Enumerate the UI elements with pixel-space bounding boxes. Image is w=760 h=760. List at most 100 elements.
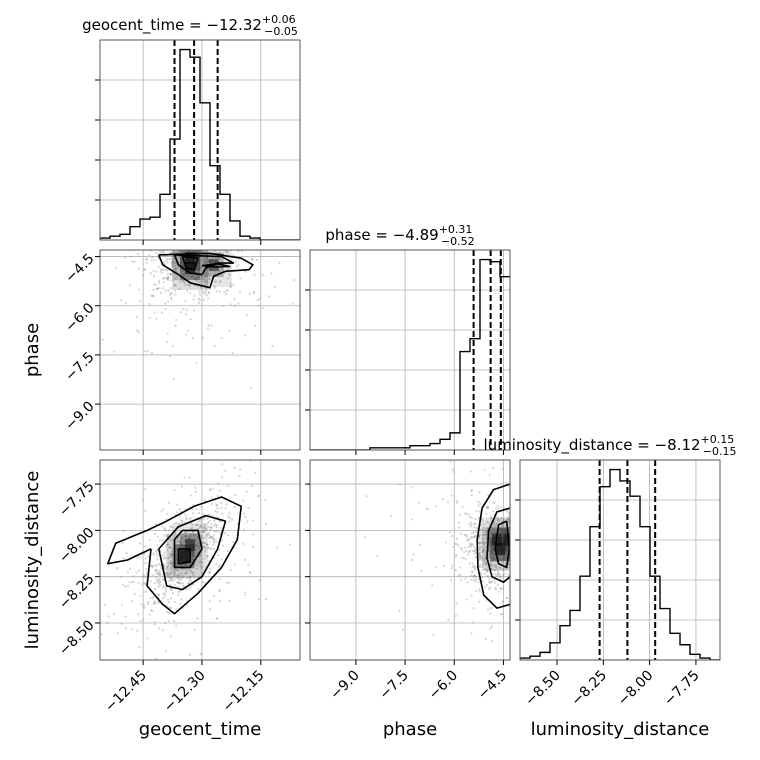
- sample-point: [496, 516, 499, 519]
- sample-point: [190, 571, 194, 574]
- sample-point: [178, 257, 181, 261]
- sample-point: [446, 501, 450, 504]
- sample-point: [106, 621, 109, 624]
- sample-point: [227, 267, 230, 270]
- sample-point: [224, 507, 227, 510]
- sample-point: [473, 574, 476, 577]
- sample-point: [227, 581, 230, 585]
- sample-point: [177, 251, 180, 254]
- sample-point: [217, 247, 219, 249]
- sample-point: [215, 540, 218, 543]
- sample-point: [175, 547, 178, 550]
- sample-point: [472, 575, 475, 579]
- sample-point: [467, 553, 470, 556]
- sample-point: [168, 354, 172, 358]
- sample-point: [187, 192, 189, 194]
- sample-point: [527, 541, 529, 543]
- sample-point: [122, 209, 124, 211]
- sample-point: [177, 581, 181, 584]
- sample-point: [160, 271, 163, 274]
- sample-point: [179, 261, 182, 264]
- sample-point: [180, 538, 183, 541]
- sample-point: [183, 545, 186, 548]
- sample-point: [148, 316, 151, 319]
- sample-point: [567, 525, 569, 527]
- sample-point: [192, 583, 195, 586]
- sample-point: [216, 235, 218, 237]
- sample-point: [208, 519, 211, 523]
- sample-point: [493, 536, 496, 539]
- sample-point: [194, 486, 197, 489]
- sample-point: [522, 560, 524, 562]
- sample-point: [122, 583, 125, 587]
- sample-point: [504, 551, 508, 555]
- sample-point: [209, 245, 211, 247]
- sample-point: [203, 554, 207, 557]
- sample-point: [196, 223, 198, 225]
- sample-point: [245, 490, 248, 493]
- sample-point: [426, 508, 429, 511]
- sample-point: [191, 523, 194, 526]
- sample-point: [184, 535, 187, 538]
- sample-point: [172, 260, 175, 263]
- sample-point: [466, 581, 469, 584]
- sample-point: [195, 245, 197, 247]
- sample-point: [174, 284, 177, 287]
- sample-point: [491, 547, 494, 550]
- y-tick-label-luminosity_distance: −7.75: [56, 478, 98, 520]
- sample-point: [210, 258, 213, 262]
- sample-point: [470, 523, 473, 526]
- sample-point: [183, 235, 185, 237]
- sample-point: [216, 244, 218, 246]
- sample-point: [514, 547, 516, 549]
- sample-point: [182, 274, 185, 277]
- sample-point: [167, 275, 170, 279]
- sample-point: [185, 577, 189, 580]
- sample-point: [248, 293, 251, 296]
- sample-point: [470, 516, 473, 520]
- contour-level-3: [181, 255, 199, 271]
- sample-point: [540, 570, 542, 572]
- sample-point: [471, 562, 474, 565]
- sample-point: [498, 575, 502, 578]
- sample-point: [204, 291, 207, 294]
- sample-point: [221, 304, 224, 308]
- sample-point: [168, 575, 171, 579]
- sample-point: [256, 495, 260, 498]
- sample-point: [173, 251, 176, 254]
- sample-point: [183, 280, 187, 283]
- sample-point: [162, 553, 166, 556]
- sample-point: [150, 233, 152, 235]
- sample-point: [273, 245, 275, 247]
- sample-point: [459, 574, 462, 577]
- sample-point: [512, 557, 514, 559]
- sample-point: [178, 575, 182, 578]
- sample-point: [175, 557, 178, 560]
- sample-point: [233, 222, 235, 224]
- sample-point: [185, 333, 188, 336]
- sample-point: [181, 243, 183, 245]
- sample-point: [251, 257, 254, 261]
- sample-point: [169, 292, 172, 295]
- sample-point: [243, 593, 247, 597]
- sample-point: [155, 251, 158, 255]
- sample-point: [166, 598, 170, 601]
- sample-point: [157, 562, 160, 566]
- contour-level-1: [476, 483, 510, 609]
- sample-point: [489, 580, 492, 583]
- sample-point: [511, 529, 513, 531]
- sample-point: [504, 552, 507, 556]
- sample-point: [206, 283, 209, 286]
- sample-point: [157, 593, 160, 596]
- sample-point: [228, 329, 231, 332]
- sample-point: [209, 243, 211, 245]
- sample-point: [488, 552, 492, 555]
- sample-point: [477, 580, 480, 584]
- sample-point: [232, 283, 235, 286]
- sample-point: [263, 190, 265, 192]
- sample-point: [204, 234, 206, 236]
- sample-point: [483, 523, 486, 526]
- sample-point: [174, 324, 177, 327]
- sample-point: [154, 283, 157, 286]
- sample-point: [155, 552, 158, 555]
